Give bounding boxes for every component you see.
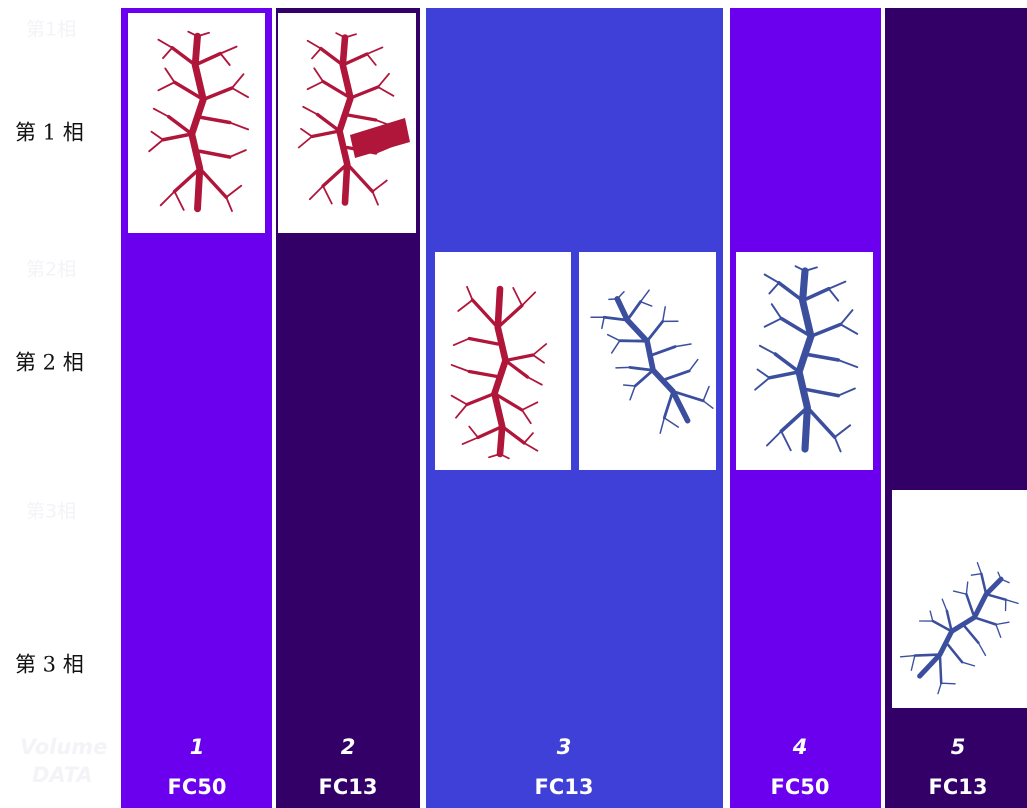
column-number: 5	[951, 735, 966, 759]
column-number: 1	[190, 735, 205, 759]
vessel-image	[435, 252, 571, 470]
column-name: FC50	[168, 775, 227, 799]
vessel-image	[128, 13, 265, 233]
column-name: FC13	[319, 775, 378, 799]
ghost-label: 第1相	[26, 19, 76, 41]
vessel-image	[891, 490, 1027, 708]
column-number: 2	[341, 735, 356, 759]
column-number: 3	[557, 735, 572, 759]
vessel-image	[736, 252, 873, 470]
ghost-label: DATA	[32, 763, 93, 787]
column-name: FC50	[771, 775, 830, 799]
vessel-image	[278, 13, 416, 233]
ghost-label: Volume	[20, 735, 107, 759]
row-label: 第 2 相	[15, 351, 84, 375]
ghost-label: 第2相	[26, 259, 76, 281]
ghost-label: 第3相	[26, 501, 76, 523]
column-name: FC13	[535, 775, 594, 799]
vessel-image	[579, 252, 724, 470]
row-label: 第 1 相	[15, 121, 84, 145]
column-number: 4	[792, 735, 808, 759]
row-label: 第 3 相	[15, 653, 84, 677]
figure: 第1相 第2相 第3相 Volume DATA 第 1 相 第 2 相 第 3 …	[0, 0, 1027, 808]
column-name: FC13	[929, 775, 988, 799]
